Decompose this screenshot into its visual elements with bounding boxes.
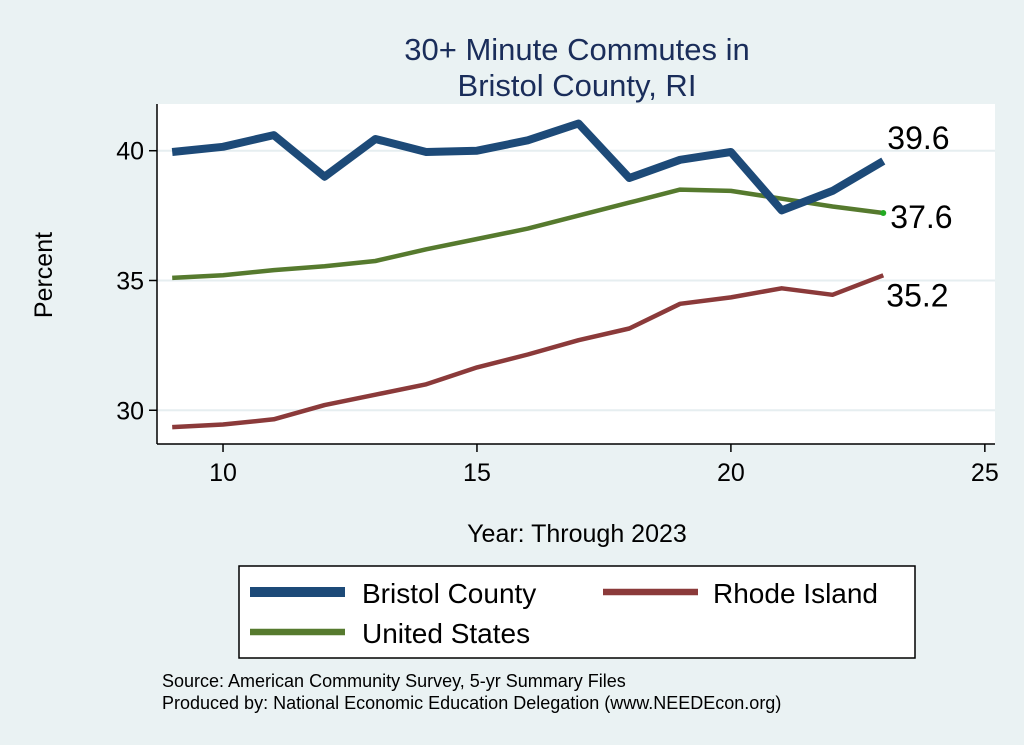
legend: Bristol County Rhode Island United States <box>250 578 878 649</box>
chart-title-line-2: Bristol County, RI <box>458 68 697 103</box>
legend-label-rhode-island: Rhode Island <box>713 578 878 609</box>
end-labels: 39.6 35.2 37.6 <box>886 120 952 313</box>
series-line-rhode-island <box>172 273 885 430</box>
produced-by-note: Produced by: National Economic Education… <box>162 693 781 713</box>
series-end-marker <box>880 210 887 217</box>
legend-box <box>238 565 916 659</box>
x-axis-title: Year: Through 2023 <box>467 520 687 548</box>
series-line-bristol-county <box>171 119 886 215</box>
x-tick-label: 25 <box>971 459 999 487</box>
y-tick-label: 30 <box>116 397 144 425</box>
y-tick-label: 40 <box>116 138 144 166</box>
series-lines <box>171 119 887 430</box>
source-note: Source: American Community Survey, 5-yr … <box>162 671 626 691</box>
legend-label-united-states: United States <box>362 618 530 649</box>
plot-area <box>157 104 995 444</box>
end-label-bristol-county: 39.6 <box>887 120 949 156</box>
chart-title-line-1: 30+ Minute Commutes in <box>404 32 749 67</box>
x-tick-label: 20 <box>717 459 745 487</box>
end-label-rhode-island: 35.2 <box>886 277 948 313</box>
y-axis-title: Percent <box>30 232 58 318</box>
x-tick-label: 10 <box>209 459 237 487</box>
end-label-united-states: 37.6 <box>890 199 952 235</box>
x-tick-label: 15 <box>463 459 491 487</box>
axes: 30 35 40 10 15 20 25 <box>116 104 999 487</box>
y-tick-label: 35 <box>116 267 144 295</box>
legend-label-bristol-county: Bristol County <box>362 578 536 609</box>
